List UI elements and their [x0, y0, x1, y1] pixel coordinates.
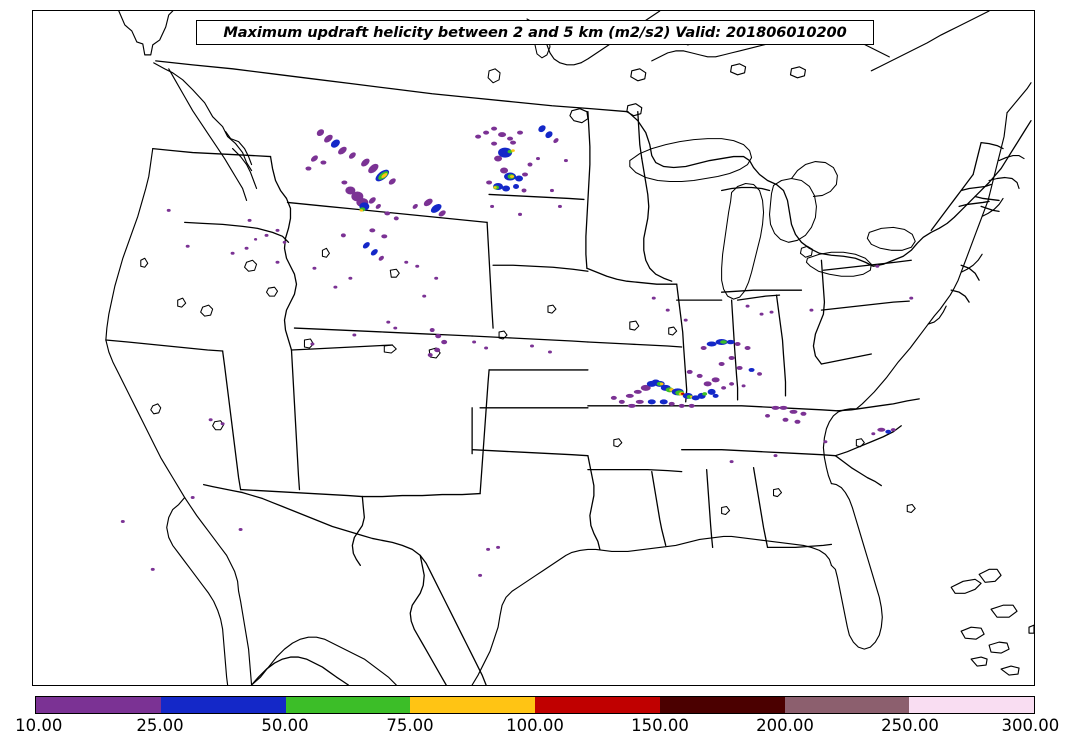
storm-cell-tennessee	[765, 405, 807, 424]
colorbar-segment-25-50	[160, 697, 286, 713]
coastline-group	[105, 11, 1032, 685]
colorbar-tick-label: 150.00	[631, 716, 689, 735]
storm-cell-carolina	[871, 427, 896, 436]
colorbar-tick-label: 250.00	[881, 716, 939, 735]
colorbar-segment-50-75	[285, 697, 411, 713]
bahamas-group	[950, 568, 1034, 676]
colorbar-tick-label: 75.00	[386, 716, 434, 735]
storm-cell-scattered-west	[120, 208, 552, 571]
storm-cell-montana	[247, 129, 446, 261]
storm-cell-dakotas	[475, 125, 568, 216]
state-boundary-group	[105, 111, 1004, 567]
storm-cell-deep-south	[478, 440, 828, 577]
colorbar-tick-label: 10.00	[15, 716, 63, 735]
colorbar-segment-10-25	[36, 697, 161, 713]
map-canvas	[105, 11, 1034, 685]
page-title: Maximum updraft helicity between 2 and 5…	[223, 24, 847, 41]
colorbar-segment-250-300	[909, 697, 1034, 713]
colorbar-segment-150-200	[659, 697, 785, 713]
map-panel	[32, 10, 1035, 686]
colorbar-tick-label: 300.00	[1001, 716, 1060, 735]
helicity-data-group	[120, 125, 914, 577]
border-group	[155, 60, 1032, 685]
storm-cell-ohio-valley	[651, 264, 914, 322]
colorbar-segment-75-100	[410, 697, 535, 713]
colorbar-tick-labels: 10.00 25.00 50.00 75.00 100.00 150.00 200.00 25…	[0, 716, 1070, 742]
colorbar-tick-label: 100.00	[506, 716, 564, 735]
storm-cell-midsouth	[610, 369, 746, 408]
colorbar-tick-label: 50.00	[261, 716, 309, 735]
colorbar	[35, 696, 1035, 714]
storm-cell-illinois	[700, 339, 763, 376]
colorbar-segment-100-150	[535, 697, 660, 713]
colorbar-segment-200-250	[784, 697, 910, 713]
colorbar-tick-label: 25.00	[136, 716, 184, 735]
plot-title-box: Maximum updraft helicity between 2 and 5…	[196, 20, 874, 45]
colorbar-tick-label: 200.00	[756, 716, 814, 735]
inland-water-group	[140, 247, 916, 516]
